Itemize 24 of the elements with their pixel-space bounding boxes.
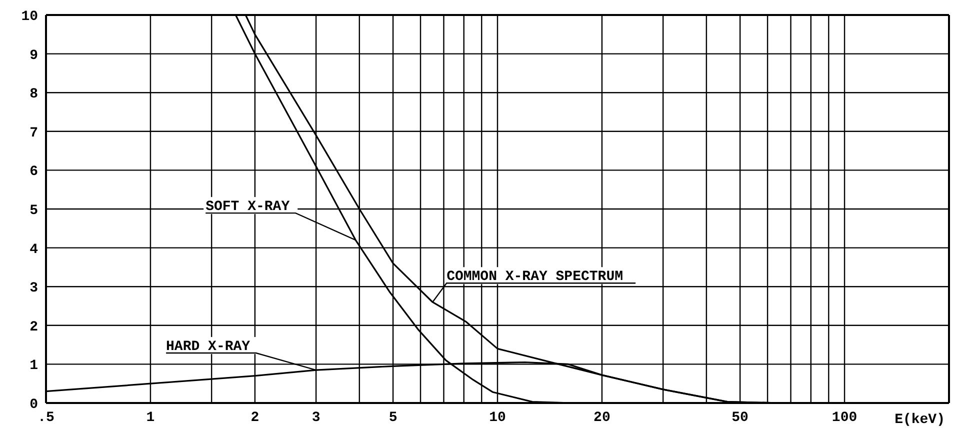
x-tick-label: 100 [832,410,858,426]
series-label: HARD X-RAY [166,339,251,356]
x-tick-label: 10 [489,410,506,426]
x-tick-label: 20 [594,410,610,426]
x-tick-label: .5 [38,410,54,426]
y-tick-label: 7 [30,125,38,142]
y-tick-label: 8 [30,86,38,103]
y-tick-label: 4 [30,242,38,258]
y-tick-label: 10 [21,8,38,25]
x-axis-title: E(keV) [894,412,945,428]
y-tick-label: 0 [30,396,38,413]
y-tick-label: 1 [30,358,38,374]
series-label: COMMON X-RAY SPECTRUM [446,269,624,286]
y-tick-label: 9 [30,48,38,64]
y-tick-label: 3 [30,280,38,297]
x-tick-label: 5 [388,410,398,426]
x-tick-label: 2 [250,410,260,426]
text: SOFT X-RAY [206,199,290,216]
y-tick-label: 5 [30,202,38,219]
x-tick-label: 50 [732,410,748,426]
y-tick-label: 2 [30,319,38,336]
y-tick-label: 6 [30,164,38,180]
x-tick-label: 3 [312,410,320,426]
x-tick-label: 1 [146,410,155,426]
